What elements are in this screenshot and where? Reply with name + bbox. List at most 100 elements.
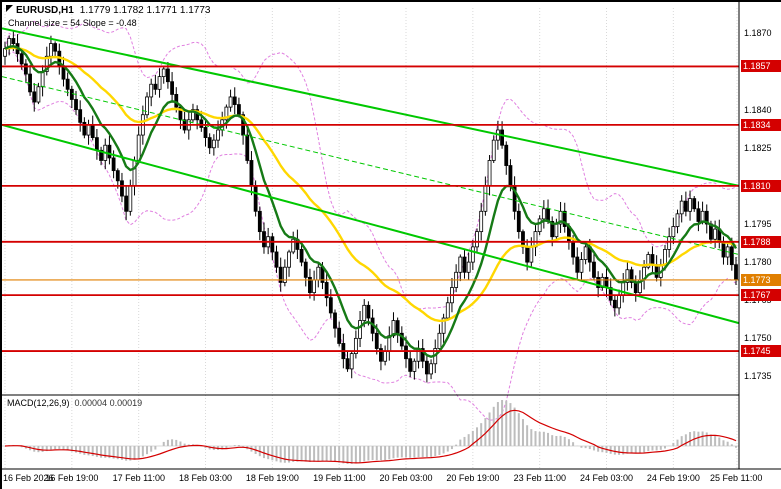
candle-body [592,261,596,278]
candle-body [287,251,291,268]
candle-body [679,200,684,215]
candle-body [161,68,166,78]
ma-fast-line [4,45,738,358]
candle-body [600,276,605,288]
candle-body [11,38,16,44]
candle-body [558,210,563,225]
candle-body [550,221,555,238]
candle-body [120,180,124,197]
macd-histogram [8,400,737,464]
macd-indicator-label: MACD(12,26,9) 0.00004 0.00019 [7,398,142,408]
channel-info-label: Channel size = 54 Slope = -0.48 [8,18,137,28]
macd-values: 0.00004 0.00019 [74,398,143,408]
candle-body [299,249,304,263]
candle-body [399,332,404,347]
candle-body [504,144,509,166]
candle-body [625,269,630,283]
price-tick-label: 1.1825 [744,142,772,153]
candle-body [65,78,70,90]
candle-body [521,231,525,248]
symbol-marker-icon[interactable] [6,5,13,12]
candle-body [303,261,308,278]
candle-body [94,137,99,151]
candle-body [86,124,91,136]
candle-body [688,198,692,212]
candle-body [579,259,584,273]
panel-splitter[interactable] [2,393,739,398]
candle-body [441,317,446,334]
channel-mid-line[interactable] [2,76,740,255]
ma-slow-line [4,46,737,322]
candle-body [408,358,413,372]
candle-body [262,231,266,248]
candle-body [700,210,705,222]
candle-body [32,91,37,103]
channel-lower-line[interactable] [2,123,740,325]
candle-body [291,238,296,253]
candle-body [53,43,58,52]
chart-header: EURUSD,H1 1.1779 1.1782 1.1771 1.1773 [6,5,210,16]
candle-body [345,358,350,370]
time-tick-label: 16 Feb 19:00 [45,473,99,483]
candle-body [571,241,575,258]
candle-body [36,86,41,103]
candle-body [537,218,542,233]
candle-body [575,256,580,273]
candle-body [278,266,283,283]
candle-body [583,246,588,260]
candle-body [237,104,241,116]
candle-body [69,88,74,100]
candle-body [391,320,396,337]
time-tick-label: 20 Feb 03:00 [379,473,433,483]
candle-body [470,246,475,263]
candle-body [211,139,216,149]
channel-upper-line[interactable] [2,27,740,187]
candle-body [500,129,504,146]
candle-body [696,208,701,222]
candle-body [612,299,617,309]
candle-body [667,236,672,250]
candle-body [617,294,621,309]
candle-body [145,96,149,116]
candle-body [429,363,433,375]
candle-body [358,320,362,339]
candle-body [516,210,521,233]
candle-body [437,332,442,349]
candle-body [270,236,275,253]
candle-body [683,200,688,212]
candle-body [149,83,154,98]
candle-body [324,282,329,299]
candle-body [729,246,734,266]
candle-body [232,96,237,105]
candle-body [316,266,321,281]
candle-body [554,223,559,238]
ohlc-values: 1.1779 1.1782 1.1771 1.1773 [79,5,211,16]
price-level-badge: 1.1834 [741,118,781,131]
price-level-badge: 1.1857 [741,60,781,73]
candle-body [404,345,408,360]
candle-body [257,210,262,233]
candle-body [424,360,429,375]
macd-signal-line [4,409,737,464]
candle-body [157,76,162,90]
price-tick-label: 1.1750 [744,333,772,344]
candle-body [124,195,129,212]
candle-body [508,165,513,187]
macd-name: MACD(12,26,9) [7,398,70,408]
candle-body [692,198,697,210]
candle-body [395,320,400,334]
candle-body [333,312,337,329]
time-tick-label: 20 Feb 19:00 [446,473,500,483]
bollinger-upper-line [4,20,737,310]
candle-body [483,185,488,212]
candle-body [663,249,667,266]
candle-body [99,149,103,161]
candle-body [115,170,120,182]
candle-body [199,119,204,128]
price-level-badge: 1.1767 [741,289,781,302]
candle-body [379,348,383,362]
candlestick-series [3,30,738,383]
time-tick-label: 19 Feb 11:00 [313,473,366,483]
